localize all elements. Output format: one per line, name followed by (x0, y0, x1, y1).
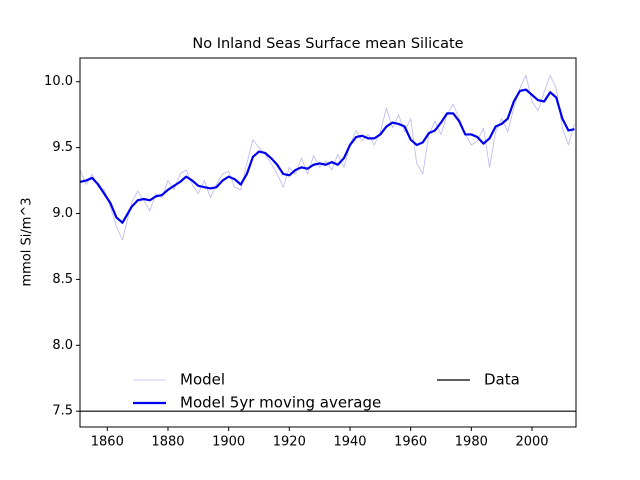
x-tick-label: 1920 (273, 435, 306, 450)
x-tick-label: 1980 (455, 435, 488, 450)
y-axis-label: mmol Si/m^3 (20, 197, 35, 286)
series-line (80, 88, 575, 224)
chart-title: No Inland Seas Surface mean Silicate (192, 36, 463, 52)
x-tick-label: 1900 (212, 435, 245, 450)
x-tick-label: 1880 (151, 435, 184, 450)
y-tick-label: 8.0 (52, 338, 73, 353)
plot-frame (79, 57, 577, 428)
x-tick-label: 1860 (91, 435, 124, 450)
x-tick-label: 1960 (394, 435, 427, 450)
y-tick-label: 7.5 (52, 404, 73, 419)
legend-label: Model 5yr moving average (180, 394, 381, 412)
x-tick-label: 2000 (515, 435, 548, 450)
legend-label: Model (180, 371, 225, 389)
legend-label: Data (484, 371, 520, 389)
y-tick-label: 9.0 (52, 206, 73, 221)
x-tick-label: 1940 (333, 435, 366, 450)
y-tick-label: 9.5 (52, 140, 73, 155)
series-line (80, 74, 575, 241)
y-tick-label: 10.0 (44, 74, 73, 89)
y-tick-label: 8.5 (52, 272, 73, 287)
